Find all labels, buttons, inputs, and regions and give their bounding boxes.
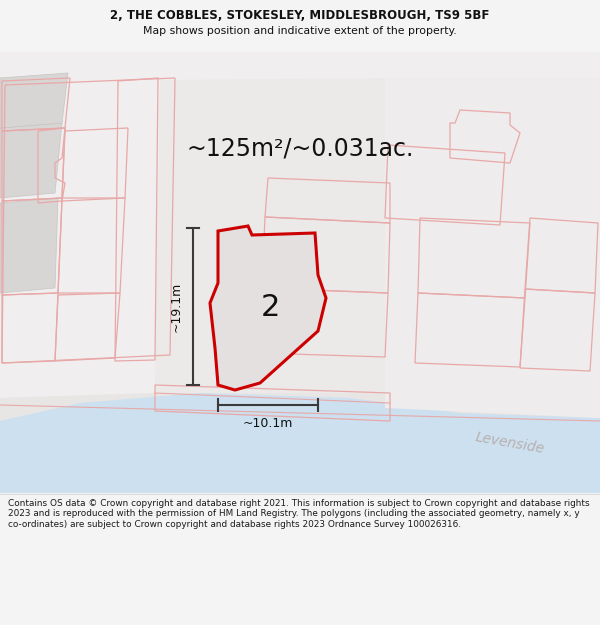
Text: ~10.1m: ~10.1m xyxy=(243,417,293,430)
Text: ~19.1m: ~19.1m xyxy=(170,281,183,332)
Text: 2: 2 xyxy=(260,294,280,322)
Text: Map shows position and indicative extent of the property.: Map shows position and indicative extent… xyxy=(143,26,457,36)
Polygon shape xyxy=(0,453,600,493)
Polygon shape xyxy=(115,78,160,363)
Polygon shape xyxy=(0,52,600,493)
Polygon shape xyxy=(0,123,62,198)
Text: Contains OS data © Crown copyright and database right 2021. This information is : Contains OS data © Crown copyright and d… xyxy=(8,499,590,529)
Polygon shape xyxy=(0,388,600,443)
Text: 2, THE COBBLES, STOKESLEY, MIDDLESBROUGH, TS9 5BF: 2, THE COBBLES, STOKESLEY, MIDDLESBROUGH… xyxy=(110,9,490,22)
Polygon shape xyxy=(155,78,395,393)
Polygon shape xyxy=(0,52,600,423)
Text: ~125m²/~0.031ac.: ~125m²/~0.031ac. xyxy=(187,136,413,160)
Polygon shape xyxy=(0,198,58,293)
Polygon shape xyxy=(385,78,600,418)
Polygon shape xyxy=(0,73,68,128)
Text: Levenside: Levenside xyxy=(474,430,546,456)
Polygon shape xyxy=(0,393,600,493)
Polygon shape xyxy=(210,226,326,390)
